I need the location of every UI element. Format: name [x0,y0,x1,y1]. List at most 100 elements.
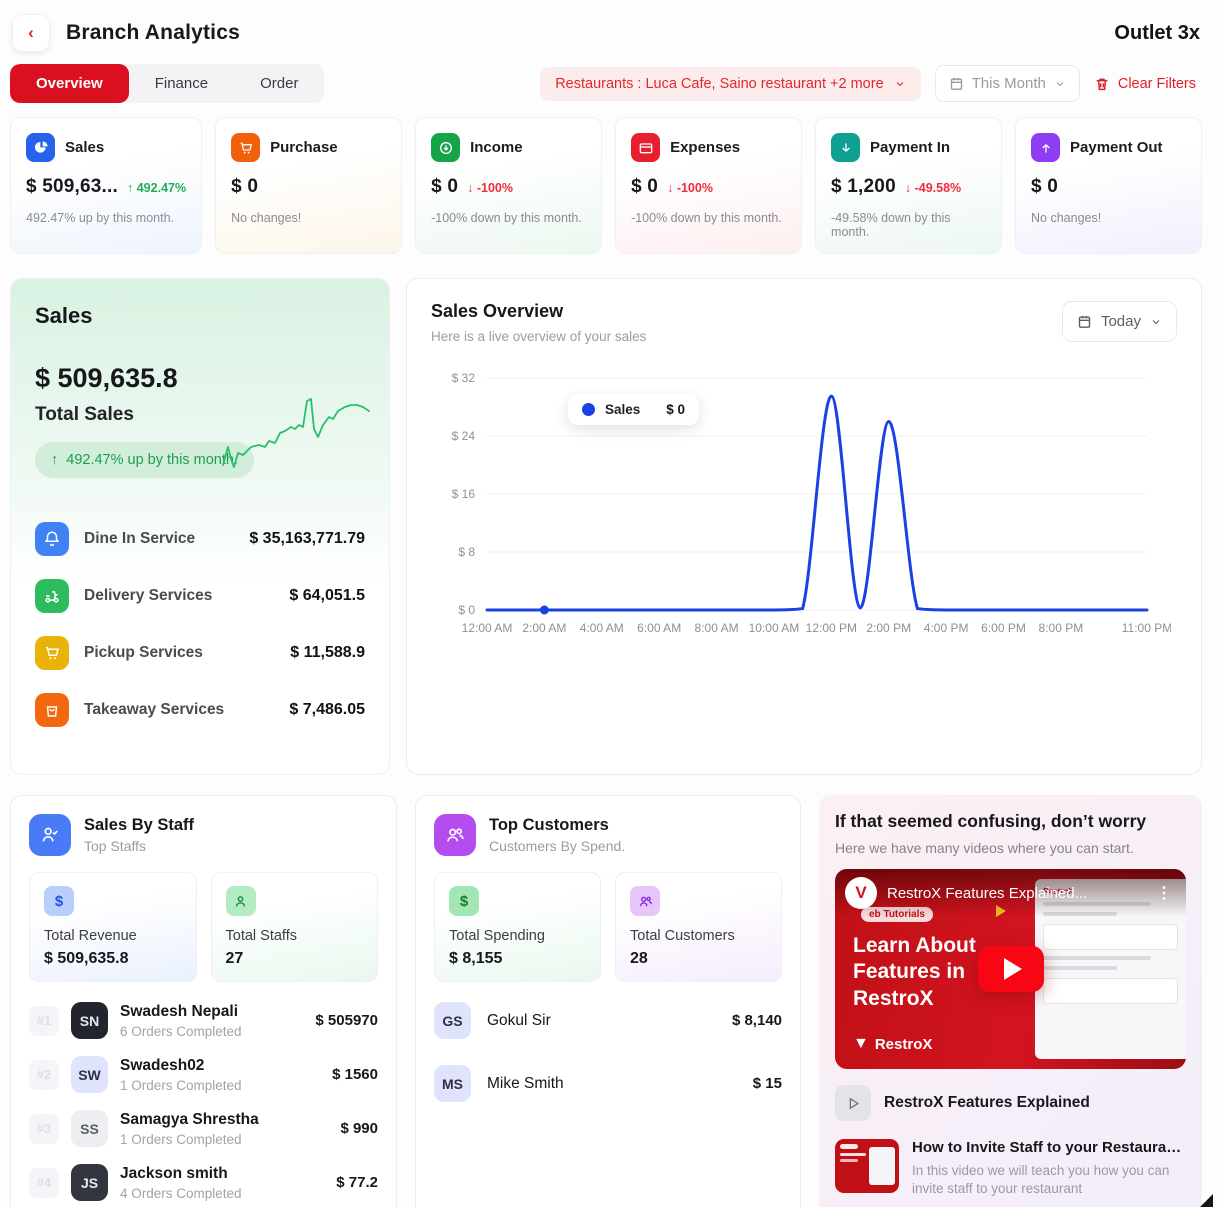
person-check-icon [29,814,71,856]
play-icon [1003,958,1022,980]
chart-period-label: Today [1100,313,1141,330]
service-name: Takeaway Services [84,701,225,718]
sales-trend-badge: ↑ 492.47% up by this month. [35,442,254,478]
stat-value: $ 0 [1031,176,1059,197]
stat-card-row: Sales $ 509,63... ↑ 492.47% 492.47% up b… [10,117,1203,254]
svg-text:8:00 PM: 8:00 PM [1039,621,1084,635]
svg-text:12:00 AM: 12:00 AM [462,621,513,635]
staff-name: Swadesh02 [120,1057,205,1075]
chart-title: Sales Overview [431,301,564,321]
avatar: SN [71,1002,108,1039]
trash-icon [1096,78,1108,90]
svg-text:$ 8: $ 8 [458,545,475,559]
period-filter-label: This Month [971,75,1046,92]
stat-title: Sales [65,139,105,156]
rank-badge: #2 [29,1059,59,1090]
mini-value: 28 [630,950,648,967]
list-item-takeaway: Takeaway Services $ 7,486.05 [35,693,365,727]
dollar-icon: $ [449,886,479,916]
svg-text:10:00 AM: 10:00 AM [749,621,800,635]
table-row: #2 SW Swadesh02 1 Orders Completed $ 156… [29,1056,378,1093]
staff-name: Samagya Shrestha [120,1111,259,1129]
video-thumbnail [835,1139,899,1193]
outlet-label: Outlet 3x [1114,21,1200,44]
change-badge: ↓ -100% [667,181,713,195]
stat-title: Payment In [870,139,951,156]
tab-overview[interactable]: Overview [10,64,129,103]
stat-value: $ 0 [431,176,459,197]
change-badge: ↓ -49.58% [904,181,962,195]
sales-overview-card: Sales Overview Here is a live overview o… [406,278,1202,775]
table-row: #4 JS Jackson smith 4 Orders Completed $… [29,1164,378,1201]
stat-card-payment-out: Payment Out $ 0 No changes! [1015,117,1203,254]
svg-text:$ 16: $ 16 [452,487,476,501]
play-button[interactable] [977,946,1044,992]
tab-finance[interactable]: Finance [154,75,209,92]
table-row: #3 SS Samagya Shrestha 1 Orders Complete… [29,1110,378,1147]
staff-amount: $ 77.2 [336,1174,378,1191]
service-amount: $ 35,163,771.79 [249,530,365,547]
restaurants-filter-dropdown[interactable]: Restaurants : Luca Cafe, Saino restauran… [540,66,921,101]
arrow-down-circle-icon [431,133,461,162]
help-heading: If that seemed confusing, don’t worry [835,811,1147,831]
svg-text:6:00 AM: 6:00 AM [637,621,681,635]
avatar: SW [71,1056,108,1093]
chart-subtitle: Here is a live overview of your sales [431,329,647,344]
svg-text:2:00 AM: 2:00 AM [522,621,566,635]
channel-avatar: V [845,877,877,909]
now-playing-row[interactable]: RestroX Features Explained [835,1085,1186,1121]
more-options-icon[interactable]: ⋮ [1156,885,1172,902]
clear-filters-button[interactable]: Clear Filters [1094,76,1202,92]
people-icon [630,886,660,916]
restaurants-filter-label: Restaurants : Luca Cafe, Saino restauran… [555,75,884,92]
stat-card-sales: Sales $ 509,63... ↑ 492.47% 492.47% up b… [10,117,203,254]
list-item-pickup: Pickup Services $ 11,588.9 [35,636,365,670]
chevron-down-icon [1056,81,1064,86]
staff-amount: $ 1560 [332,1066,378,1083]
svg-text:11:00 PM: 11:00 PM [1122,621,1171,635]
total-sales-label: Total Sales [35,404,134,425]
svg-text:8:00 AM: 8:00 AM [695,621,739,635]
service-amount: $ 64,051.5 [289,587,365,604]
staff-list: #1 SN Swadesh Nepali 6 Orders Completed … [29,1002,378,1207]
chevron-down-icon [896,81,904,86]
svg-text:12:00 PM: 12:00 PM [806,621,857,635]
avatar: GS [434,1002,471,1039]
svg-text:6:00 PM: 6:00 PM [981,621,1026,635]
chart-period-dropdown[interactable]: Today [1061,301,1177,342]
tab-order[interactable]: Order [260,75,299,92]
video-player[interactable]: V RestroX Features Explained... ⋮ eb Tut… [835,869,1186,1069]
dollar-icon: $ [44,886,74,916]
stat-caption: -100% down by this month. [431,211,582,225]
mini-label: Total Spending [449,928,545,944]
restrox-logo-icon: ▼ [853,1035,869,1052]
mini-value: $ 8,155 [449,950,503,967]
back-button[interactable]: ‹ [12,14,50,52]
sales-card-title: Sales [35,303,93,328]
mini-label: Total Customers [630,928,735,944]
page-title: Branch Analytics [66,21,240,44]
help-videos-panel: If that seemed confusing, don’t worry He… [819,795,1202,1207]
stat-title: Purchase [270,139,338,156]
staff-name: Swadesh Nepali [120,1003,239,1021]
arrow-up-icon: ↑ [51,452,59,468]
period-filter-dropdown[interactable]: This Month [934,65,1080,102]
tooltip-series-label: Sales [605,402,641,417]
stat-caption: No changes! [1031,211,1102,225]
playlist-item[interactable]: How to Invite Staff to your Restaurant..… [835,1139,1186,1198]
panel-subtitle: Top Staffs [84,838,147,854]
service-name: Pickup Services [84,644,203,661]
playlist-video-description: In this video we will teach you how you … [912,1163,1170,1197]
stat-card-payment-in: Payment In $ 1,200 ↓ -49.58% -49.58% dow… [815,117,1003,254]
staff-orders: 4 Orders Completed [120,1185,242,1201]
toolbar: Overview Finance Order Restaurants : Luc… [10,64,1202,103]
total-customers-card: Total Customers 28 [615,872,782,982]
filter-bar: Restaurants : Luca Cafe, Saino restauran… [540,65,1202,102]
takeaway-bag-icon [35,693,69,727]
sales-by-staff-panel: Sales By Staff Top Staffs $ Total Revenu… [10,795,397,1207]
staff-amount: $ 990 [340,1120,378,1137]
service-name: Delivery Services [84,587,213,604]
cart-icon [231,133,261,162]
top-customers-panel: Top Customers Customers By Spend. $ Tota… [415,795,801,1207]
